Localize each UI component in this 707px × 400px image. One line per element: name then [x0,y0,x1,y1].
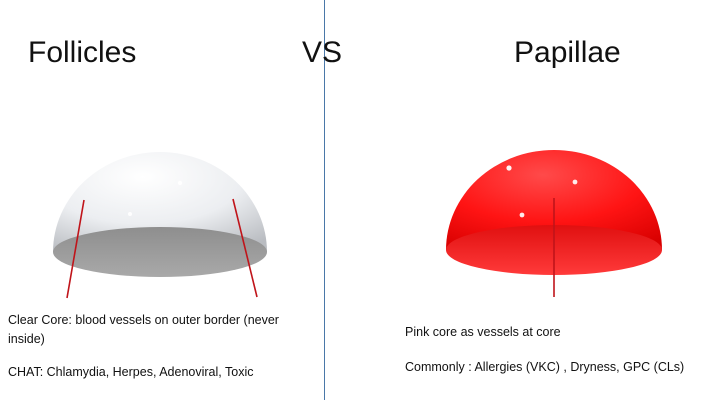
papilla-core-note: Pink core as vessels at core [405,325,561,339]
vs-title: VS [302,36,343,69]
follicles-title: Follicles [28,36,137,69]
follicle-vessel-right [232,198,258,298]
follicle-dome [53,152,267,277]
follicle-core-note: Clear Core: blood vessels on outer borde… [8,313,279,346]
follicle-vessel-left [66,199,85,299]
follicle-causes-note: CHAT: Chlamydia, Herpes, Adenoviral, Tox… [8,365,254,379]
papillae-title: Papillae [514,36,621,69]
center-divider [324,0,325,400]
papilla-causes-note: Commonly : Allergies (VKC) , Dryness, GP… [405,360,685,374]
